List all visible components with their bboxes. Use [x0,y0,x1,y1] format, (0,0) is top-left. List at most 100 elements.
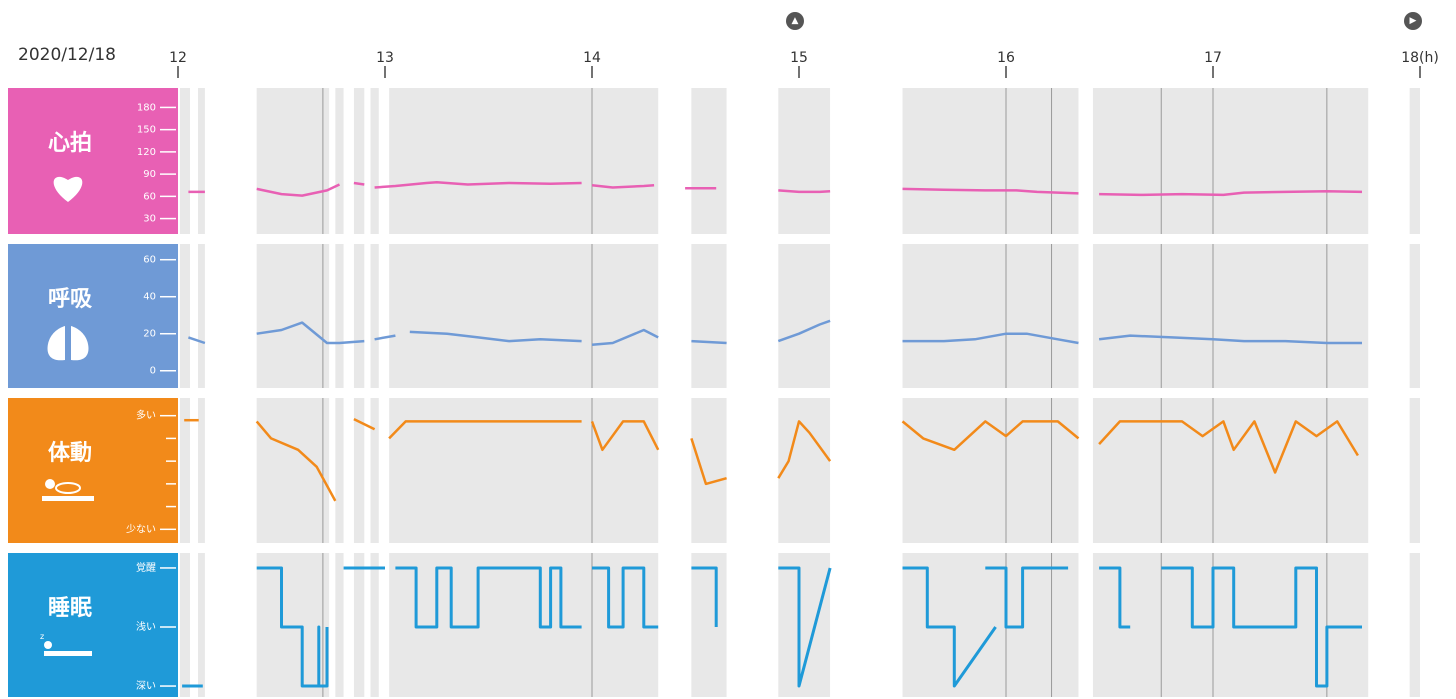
y-tick-label: 20 [143,329,156,340]
sleeping-z: z [40,632,44,641]
y-tick-label: 40 [143,292,156,303]
no-data-band [204,88,257,234]
sleep-title: 睡眠 [48,596,92,621]
resp-series-line [777,319,831,343]
no-data-band [190,398,198,543]
heart-series-line [374,181,582,189]
no-data-band [343,553,354,697]
rolling-person-icon [45,479,55,489]
heart-series-line [1099,189,1363,197]
body-series-line [388,420,582,440]
no-data-band [378,398,390,543]
no-data-band [658,88,692,234]
no-data-band [1078,88,1093,234]
heart-title: 心拍 [48,130,92,156]
prev-nav-button[interactable]: ▲ [786,12,804,30]
body-series-line [777,420,832,479]
no-data-band [329,398,336,543]
resp-series-line [691,339,727,345]
body-series-line [590,420,660,452]
no-data-band [190,244,198,388]
y-tick-label: 30 [143,214,156,225]
sleeping-person-icon [44,651,92,656]
date-label: 2020/12/18 [18,45,116,65]
heart-series-line [902,187,1079,195]
resp-series-line [256,321,365,345]
no-data-band [364,244,371,388]
body-series-line [690,438,727,486]
no-data-band [190,88,198,234]
y-tick-label: 覚醒 [136,561,156,574]
y-tick-label: 120 [137,147,156,158]
heart-icon [53,176,83,202]
no-data-band [204,553,257,697]
no-data-band [190,553,198,697]
no-data-band [378,88,390,234]
x-tick-label: 16 [997,50,1015,66]
no-data-band [364,398,371,543]
rolling-person-icon [42,496,94,501]
next-nav-button[interactable]: ▶ [1404,12,1422,30]
sleep-series-line [1161,566,1362,688]
sleep-series-line [691,566,718,627]
no-data-band [1368,244,1410,388]
x-tick-label: 14 [583,50,601,66]
sleep-label-block [8,553,178,697]
resp-series-line [409,330,582,343]
y-tick-label: 少ない [126,523,156,535]
no-data-band [204,398,257,543]
sleeping-person-icon [44,641,52,649]
no-data-band [329,553,336,697]
no-data-band [726,88,779,234]
no-data-band [343,398,354,543]
no-data-band [378,244,390,388]
no-data-band [830,553,903,697]
rolling-person-icon [55,482,81,494]
body-series-line [1098,420,1359,474]
heart-series-line [778,189,831,194]
no-data-band [1368,398,1410,543]
no-data-band [726,244,779,388]
no-data-band [364,88,371,234]
sleep-series-line [902,566,997,688]
heart-series-line [256,183,341,197]
x-tick-label: 12 [169,50,187,66]
sleep-series-line [592,566,659,629]
body-series-line [901,420,1080,452]
resp-series-line [902,332,1079,345]
body-label-block [8,398,178,543]
resp-label-block [8,244,178,388]
y-tick-label: 60 [143,255,156,266]
sleep-series-line [1099,566,1131,629]
x-tick-label: 15 [790,50,808,66]
sleep-series-line [985,566,1069,629]
x-tick-label: 17 [1204,50,1222,66]
no-data-band [1078,244,1093,388]
no-data-band [830,88,903,234]
no-data-band [1368,553,1410,697]
y-tick-label: 多い [136,409,156,422]
no-data-band [343,244,354,388]
y-tick-label: 150 [137,125,156,136]
no-data-band [726,398,779,543]
heart-label-block [8,88,178,234]
no-data-band [378,553,390,697]
resp-title: 呼吸 [48,287,93,312]
lungs-icon [71,326,89,361]
resp-series-line [374,334,396,341]
no-data-band [1078,398,1093,543]
no-data-band [658,244,692,388]
sleep-series-line [778,566,832,688]
no-data-band [329,244,336,388]
heart-series-line [353,181,365,186]
heart-series-line [591,183,655,189]
no-data-band [1078,553,1093,697]
body-series-line [353,417,376,431]
x-tick-label: 18(h) [1401,50,1439,66]
sleep-series-line [395,566,582,629]
no-data-band [830,244,903,388]
x-tick-label: 13 [376,50,394,66]
resp-series-line [187,336,206,345]
no-data-band [1368,88,1410,234]
